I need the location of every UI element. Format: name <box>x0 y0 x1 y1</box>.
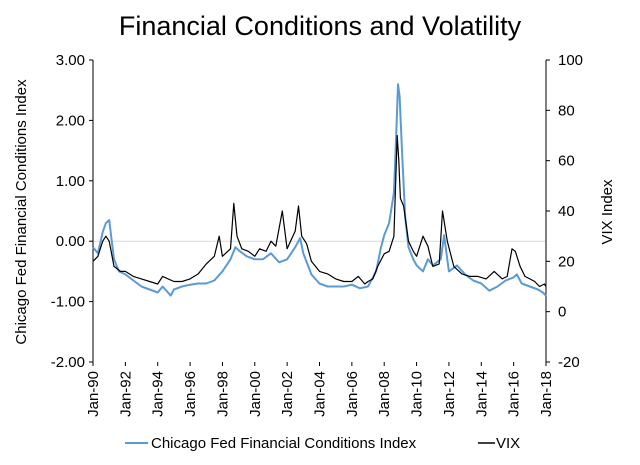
x-tick-label: Jan-92 <box>117 371 134 417</box>
x-tick-label: Jan-18 <box>538 371 555 417</box>
x-tick-label: Jan-10 <box>409 371 426 417</box>
x-tick-label: Jan-94 <box>150 371 167 417</box>
right-tick-label: 40 <box>558 203 575 220</box>
x-tick-label: Jan-04 <box>312 371 329 417</box>
x-tick-label: Jan-02 <box>279 371 296 417</box>
left-tick-label: 3.00 <box>56 52 85 69</box>
x-tick-label: Jan-98 <box>214 371 231 417</box>
x-tick-label: Jan-00 <box>247 371 264 417</box>
series-line-vix <box>92 134 547 288</box>
left-y-axis: 3.00 2.00 1.00 0.00 -1.00 -2.00 <box>51 52 94 371</box>
left-axis-label: Chicago Fed Financial Conditions Index <box>13 79 30 345</box>
left-tick-label: 2.00 <box>56 112 85 129</box>
left-tick-label: 0.00 <box>56 233 85 250</box>
x-axis: Jan-90 Jan-92 Jan-94 Jan-96 Jan-98 Jan-00 Jan-… <box>85 362 555 417</box>
x-tick-label: Jan-16 <box>506 371 523 417</box>
left-tick-label: -1.00 <box>51 294 85 311</box>
right-tick-label: -20 <box>558 354 580 371</box>
left-tick-label: 1.00 <box>56 173 85 190</box>
right-axis-label: VIX Index <box>599 179 616 245</box>
legend-label-vix: VIX <box>496 435 520 452</box>
right-tick-label: 0 <box>558 304 566 321</box>
x-tick-label: Jan-90 <box>85 371 102 417</box>
right-tick-label: 80 <box>558 102 575 119</box>
right-tick-label: 100 <box>558 52 583 69</box>
right-tick-label: 60 <box>558 153 575 170</box>
right-y-axis: 100 80 60 40 20 0 -20 <box>545 52 583 371</box>
right-tick-label: 20 <box>558 253 575 270</box>
x-tick-label: Jan-96 <box>182 371 199 417</box>
legend: Chicago Fed Financial Conditions Index V… <box>125 435 520 452</box>
series-lines <box>92 83 547 297</box>
x-tick-label: Jan-14 <box>473 371 490 417</box>
legend-label-cfci: Chicago Fed Financial Conditions Index <box>151 435 417 452</box>
chart-title: Financial Conditions and Volatility <box>119 11 522 41</box>
x-tick-label: Jan-06 <box>344 371 361 417</box>
x-tick-label: Jan-12 <box>441 371 458 417</box>
x-tick-label: Jan-08 <box>376 371 393 417</box>
series-line-cfci <box>92 83 547 297</box>
left-tick-label: -2.00 <box>51 354 85 371</box>
